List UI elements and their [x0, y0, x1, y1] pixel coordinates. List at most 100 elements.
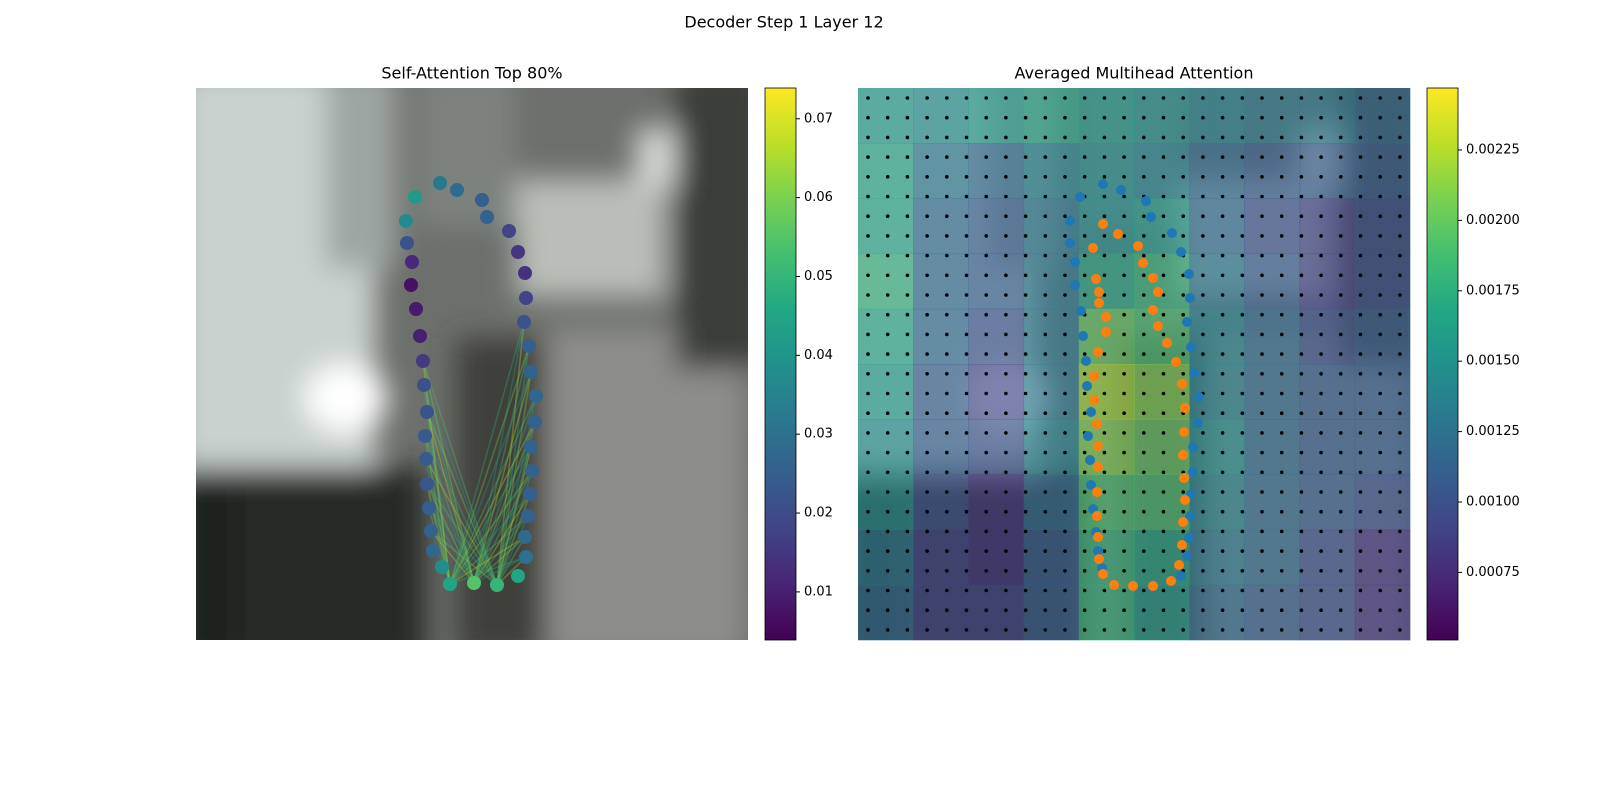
heatmap-cell — [1354, 308, 1411, 365]
colorbar-tick-label: 0.00175 — [1466, 283, 1520, 298]
grid-dot — [925, 372, 929, 376]
grid-dot — [1378, 135, 1382, 140]
contour-point — [1148, 273, 1158, 283]
grid-dot — [1240, 628, 1245, 632]
grid-dot — [1004, 273, 1008, 278]
grid-dot — [1142, 509, 1146, 514]
attention-line — [426, 411, 475, 584]
contour-point — [1167, 228, 1177, 238]
grid-dot — [1004, 529, 1008, 534]
contour-point — [1065, 216, 1075, 226]
grid-dot — [1102, 608, 1107, 612]
grid-dot — [1023, 312, 1028, 317]
grid-dot — [1220, 628, 1225, 632]
grid-dot — [1398, 175, 1402, 179]
contour-point — [1182, 551, 1192, 561]
attention-line — [449, 556, 527, 585]
heatmap-cell — [1354, 419, 1411, 475]
grid-dot — [964, 115, 969, 120]
attention-line — [473, 321, 525, 584]
grid-dot — [1378, 490, 1382, 494]
grid-dot — [1339, 569, 1343, 573]
grid-dot — [1260, 628, 1264, 632]
grid-dot — [984, 312, 988, 317]
grid-dot — [1161, 293, 1166, 297]
grid-dot — [1122, 332, 1126, 337]
grid-dot — [1142, 628, 1146, 632]
grid-dot — [964, 509, 969, 514]
grid-dot — [1279, 273, 1284, 278]
grid-dot — [925, 155, 929, 159]
grid-dot — [1339, 608, 1343, 612]
contour-point — [1193, 418, 1203, 428]
attention-point — [524, 440, 538, 454]
grid-dot — [964, 411, 969, 416]
grid-dot — [1220, 293, 1225, 297]
grid-dot — [1279, 509, 1284, 514]
heatmap-cell — [1299, 584, 1356, 641]
heatmap-cell — [1354, 364, 1411, 420]
grid-dot — [1260, 529, 1264, 534]
heatmap-cell — [968, 143, 1025, 199]
grid-dot — [1063, 273, 1067, 278]
grid-dot — [1358, 608, 1363, 612]
grid-dot — [1043, 529, 1048, 534]
grid-dot — [1220, 372, 1225, 376]
grid-dot — [1279, 352, 1284, 356]
grid-dot — [1122, 411, 1126, 416]
grid-dot — [1122, 569, 1126, 573]
grid-dot — [1358, 175, 1363, 179]
grid-dot — [1023, 431, 1028, 435]
heatmap-cell — [1354, 474, 1411, 531]
heatmap-cell — [1023, 529, 1080, 586]
heatmap-cell — [1244, 474, 1301, 531]
grid-dot — [905, 431, 910, 435]
grid-dot — [1398, 273, 1402, 278]
grid-dot — [1220, 175, 1225, 179]
grid-dot — [1161, 312, 1166, 317]
grid-dot — [1299, 431, 1304, 435]
heatmap-cell — [1244, 253, 1301, 310]
contour-point — [1092, 419, 1102, 429]
grid-dot — [1319, 608, 1323, 612]
grid-dot — [1260, 194, 1264, 199]
grid-dot — [984, 628, 988, 632]
grid-dot — [1004, 293, 1008, 297]
grid-dot — [964, 450, 969, 455]
grid-dot — [1181, 234, 1185, 238]
grid-dot — [1043, 115, 1048, 120]
grid-dot — [1063, 431, 1067, 435]
grid-dot — [984, 608, 988, 612]
grid-dot — [866, 628, 870, 632]
grid-dot — [1260, 569, 1264, 573]
grid-dot — [1378, 273, 1382, 278]
grid-dot — [885, 411, 890, 416]
grid-dot — [1082, 628, 1087, 632]
grid-dot — [1102, 490, 1107, 494]
grid-dot — [1043, 490, 1048, 494]
grid-dot — [1339, 155, 1343, 159]
grid-dot — [1339, 312, 1343, 317]
grid-dot — [1358, 628, 1363, 632]
grid-dot — [1378, 175, 1382, 179]
contour-point — [1148, 305, 1158, 315]
attention-line — [473, 371, 532, 584]
grid-dot — [1142, 529, 1146, 534]
grid-dot — [1063, 155, 1067, 159]
contour-point — [1138, 258, 1148, 268]
grid-dot — [1043, 312, 1048, 317]
grid-dot — [866, 194, 870, 199]
grid-dot — [905, 273, 910, 278]
contour-point — [1176, 247, 1186, 257]
grid-dot — [1220, 155, 1225, 159]
grid-dot — [1142, 293, 1146, 297]
grid-dot — [1240, 450, 1245, 455]
grid-dot — [1122, 529, 1126, 534]
contour-point — [1153, 287, 1163, 297]
grid-dot — [984, 175, 988, 179]
grid-dot — [1339, 450, 1343, 455]
contour-point — [1194, 392, 1204, 402]
grid-dot — [1319, 115, 1323, 120]
grid-dot — [1339, 273, 1343, 278]
heatmap-cell — [1023, 88, 1080, 144]
